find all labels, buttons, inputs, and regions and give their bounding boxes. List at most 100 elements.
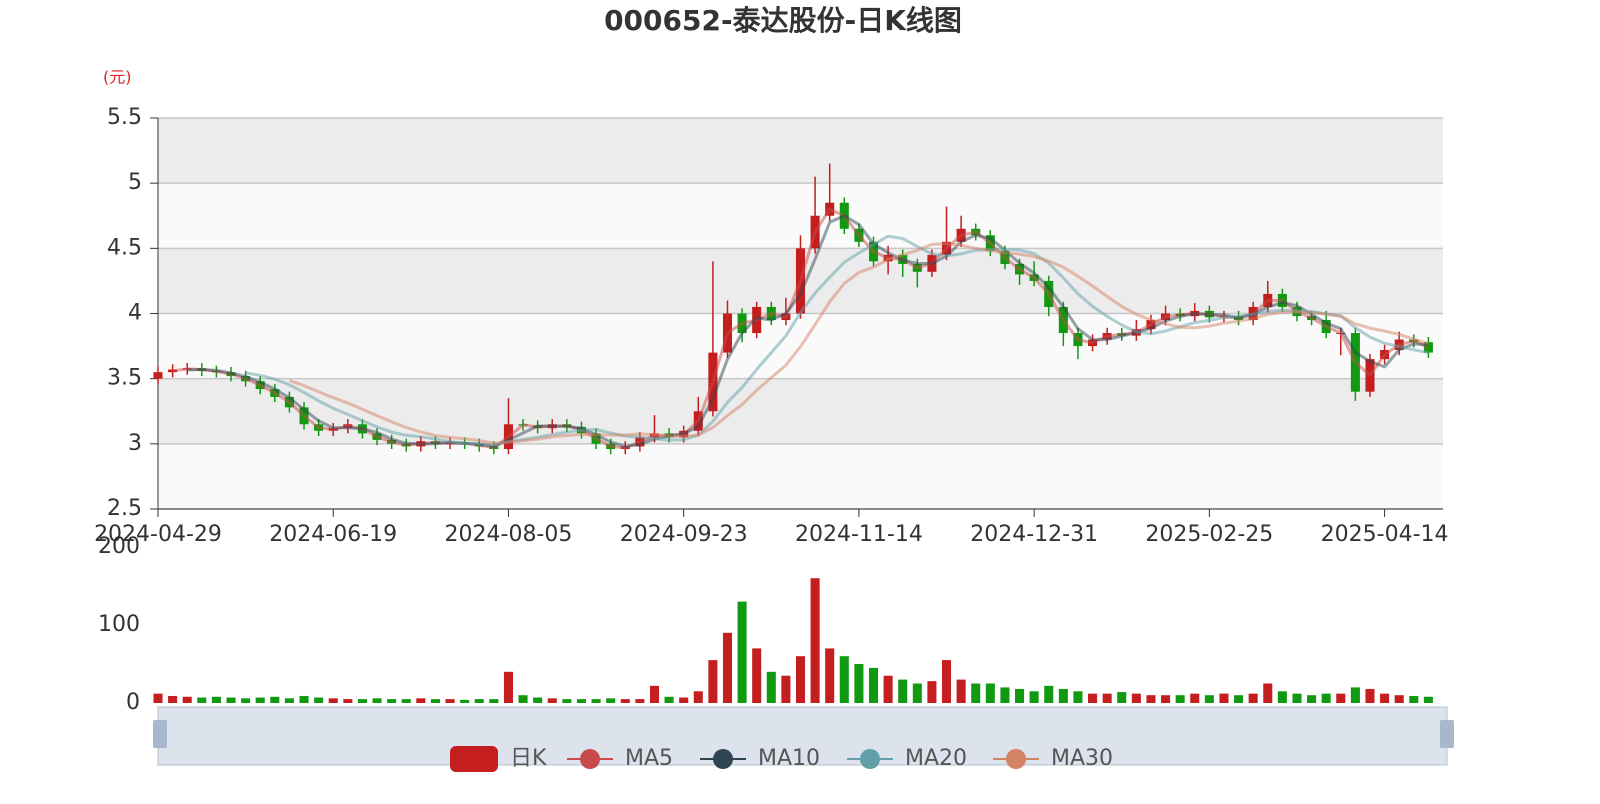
y-unit: (元) bbox=[103, 68, 132, 87]
volume-bar bbox=[503, 671, 513, 703]
volume-bar bbox=[1292, 693, 1302, 703]
legend-swatch[interactable] bbox=[860, 749, 880, 769]
volume-bar bbox=[1088, 693, 1098, 703]
volume-bar bbox=[1102, 693, 1112, 703]
x-tick-label: 2024-09-23 bbox=[620, 522, 748, 547]
volume-bar bbox=[372, 698, 382, 703]
volume-bar bbox=[1365, 688, 1375, 703]
zoom-handle[interactable] bbox=[153, 720, 167, 748]
x-tick-label: 2025-02-25 bbox=[1145, 522, 1273, 547]
legend-label[interactable]: MA20 bbox=[905, 746, 967, 771]
x-tick-label: 2024-12-31 bbox=[970, 522, 1098, 547]
volume-bar bbox=[1175, 695, 1185, 703]
volume-bar bbox=[591, 699, 601, 703]
volume-bar bbox=[1204, 695, 1214, 703]
volume-bar bbox=[562, 699, 572, 703]
volume-bar bbox=[1190, 693, 1200, 703]
volume-bar bbox=[401, 699, 411, 703]
x-tick-label: 2024-11-14 bbox=[795, 522, 923, 547]
volume-bar bbox=[518, 695, 528, 703]
volume-bar bbox=[956, 679, 966, 703]
plot-band bbox=[158, 118, 1443, 184]
volume-bar bbox=[314, 697, 324, 703]
volume-bar bbox=[606, 698, 616, 703]
y-tick-label: 5 bbox=[128, 170, 142, 195]
volume-bar bbox=[197, 697, 207, 703]
volume-bar bbox=[153, 693, 163, 703]
volume-bar bbox=[898, 679, 908, 703]
legend-label[interactable]: MA5 bbox=[625, 746, 673, 771]
zoom-handle[interactable] bbox=[1440, 720, 1454, 748]
volume-bar bbox=[722, 632, 733, 703]
volume-bar bbox=[664, 696, 674, 703]
volume-bar bbox=[547, 698, 557, 703]
legend-swatch[interactable] bbox=[1006, 749, 1026, 769]
volume-bar bbox=[182, 696, 192, 703]
volume-bar bbox=[255, 697, 265, 703]
legend-label[interactable]: MA10 bbox=[758, 746, 820, 771]
volume-bar bbox=[752, 648, 762, 703]
volume-bar bbox=[460, 699, 470, 703]
volume-bar bbox=[649, 685, 660, 703]
legend-swatch[interactable] bbox=[580, 749, 600, 769]
candle-body bbox=[153, 372, 163, 379]
volume-bar bbox=[912, 683, 922, 703]
volume-bar bbox=[1044, 685, 1054, 703]
volume-bar bbox=[620, 699, 630, 703]
volume-bar bbox=[168, 695, 178, 703]
x-tick-label: 2024-06-19 bbox=[269, 522, 397, 547]
legend-label[interactable]: 日K bbox=[510, 746, 547, 771]
volume-bar bbox=[985, 683, 995, 703]
volume-bar bbox=[270, 696, 280, 703]
volume-bar bbox=[1409, 695, 1419, 703]
volume-bar bbox=[445, 699, 455, 703]
y-tick-label: 3.5 bbox=[107, 366, 142, 391]
volume-bar bbox=[1336, 693, 1346, 703]
x-tick-label: 2024-08-05 bbox=[445, 522, 573, 547]
volume-bar bbox=[679, 697, 689, 703]
legend-swatch[interactable] bbox=[450, 746, 498, 772]
volume-bar bbox=[941, 660, 952, 703]
plot-band bbox=[158, 378, 1443, 444]
volume-bar bbox=[328, 698, 338, 703]
ma-line bbox=[245, 234, 1429, 447]
volume-bar bbox=[299, 695, 309, 703]
legend-label[interactable]: MA30 bbox=[1051, 746, 1113, 771]
y-tick-label: 3 bbox=[128, 431, 142, 456]
volume-bar bbox=[1146, 695, 1156, 703]
volume-bar bbox=[1234, 695, 1244, 703]
zoom-slider[interactable] bbox=[157, 706, 1448, 766]
y-tick-label: 2.5 bbox=[107, 496, 142, 521]
volume-bar bbox=[839, 656, 849, 703]
volume-bar bbox=[883, 675, 893, 703]
volume-bar bbox=[693, 691, 703, 703]
volume-tick-label: 100 bbox=[98, 612, 140, 637]
legend-swatch[interactable] bbox=[713, 749, 733, 769]
volume-bar bbox=[635, 699, 645, 703]
candle-body bbox=[168, 369, 178, 373]
volume-bar bbox=[430, 699, 440, 703]
volume-bar bbox=[1117, 692, 1127, 703]
y-tick-label: 4 bbox=[128, 301, 142, 326]
chart-title: 000652-泰达股份-日K线图 bbox=[604, 4, 962, 37]
volume-bar bbox=[927, 681, 937, 703]
ma-line bbox=[288, 242, 1429, 445]
volume-bar bbox=[357, 699, 367, 703]
volume-bar bbox=[474, 699, 484, 703]
volume-bar bbox=[489, 699, 499, 703]
volume-bar bbox=[1219, 693, 1229, 703]
volume-bar bbox=[1073, 691, 1083, 703]
x-tick-label: 2025-04-14 bbox=[1321, 522, 1449, 547]
volume-bar bbox=[226, 697, 236, 703]
volume-bar bbox=[1394, 695, 1404, 703]
volume-bar bbox=[1000, 687, 1010, 703]
volume-bar bbox=[810, 578, 820, 703]
volume-tick-label: 200 bbox=[98, 534, 140, 559]
volume-bar bbox=[795, 656, 806, 703]
volume-bar bbox=[533, 697, 543, 703]
volume-bar bbox=[1058, 688, 1068, 703]
volume-bar bbox=[1248, 693, 1258, 703]
volume-bar bbox=[416, 698, 426, 703]
volume-bar bbox=[971, 683, 981, 703]
